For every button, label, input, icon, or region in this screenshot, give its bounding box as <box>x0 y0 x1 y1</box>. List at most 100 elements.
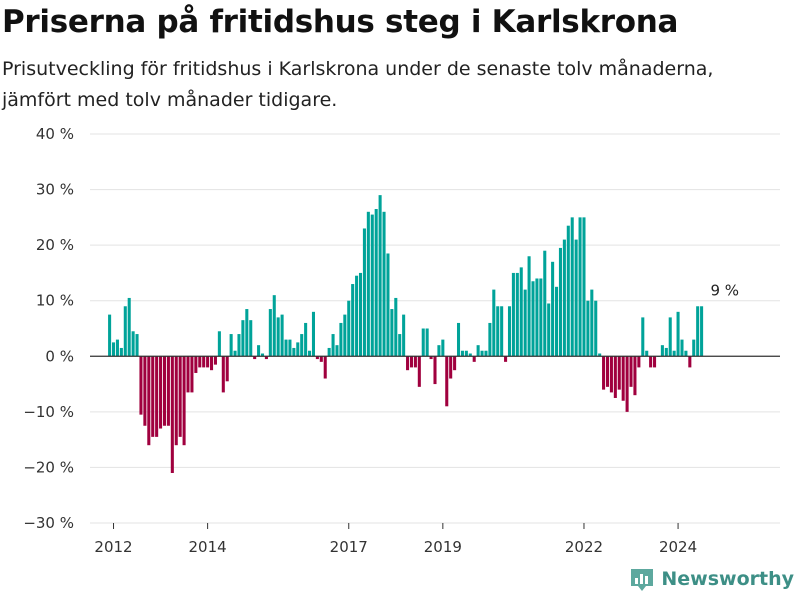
bar <box>484 350 488 357</box>
bar <box>217 331 221 357</box>
x-tick-label: 2024 <box>659 538 697 556</box>
bar <box>311 311 315 357</box>
bar <box>182 356 186 446</box>
bar <box>531 281 535 357</box>
x-tick-label: 2012 <box>94 538 132 556</box>
bar <box>602 356 606 390</box>
bar <box>155 356 159 437</box>
bar <box>441 339 445 357</box>
bar <box>284 339 288 357</box>
bar <box>523 289 527 357</box>
bar <box>202 356 206 368</box>
bar <box>253 356 257 360</box>
bar <box>127 297 131 357</box>
bar <box>456 322 461 357</box>
bar <box>598 353 602 357</box>
bar <box>629 356 633 387</box>
bar <box>582 217 586 357</box>
bar <box>500 306 504 357</box>
y-tick-label: −10 % <box>23 403 74 421</box>
bar <box>198 356 202 368</box>
bar <box>547 303 551 357</box>
bar <box>194 356 198 373</box>
bar <box>437 345 441 357</box>
bar <box>653 356 657 368</box>
y-tick-label: 40 % <box>36 125 74 143</box>
bar <box>260 353 265 357</box>
bar <box>135 334 139 357</box>
bar <box>355 275 359 357</box>
bar <box>280 314 284 357</box>
bar <box>555 286 559 357</box>
bar <box>304 322 308 357</box>
bar <box>511 272 515 357</box>
bar <box>296 342 300 357</box>
bar <box>347 300 351 357</box>
bar <box>237 334 241 357</box>
y-tick-label: −20 % <box>23 458 74 476</box>
bar <box>488 322 492 357</box>
bar <box>645 350 649 357</box>
bar <box>123 306 127 357</box>
bar <box>159 356 163 429</box>
bar <box>233 350 237 357</box>
bar <box>241 320 245 357</box>
bar <box>166 356 170 426</box>
bar <box>504 356 508 362</box>
bar <box>433 356 437 385</box>
y-tick-label: −30 % <box>23 514 74 532</box>
brand-name: Newsworthy <box>661 568 794 590</box>
bar <box>162 356 167 426</box>
bar <box>496 306 500 357</box>
bar <box>594 300 598 357</box>
bar <box>562 239 566 357</box>
bar <box>464 350 468 357</box>
y-tick-label: 10 % <box>36 292 74 310</box>
y-tick-label: 20 % <box>36 236 74 254</box>
bar <box>480 350 484 357</box>
bar <box>453 356 457 371</box>
bar <box>339 322 343 357</box>
bar <box>394 297 398 357</box>
bar <box>378 195 382 357</box>
bar <box>406 356 410 371</box>
bar <box>327 347 331 357</box>
bar <box>147 356 151 446</box>
bar <box>331 334 335 357</box>
bar <box>460 350 464 357</box>
bar <box>343 314 347 357</box>
x-axis-ticks: 2012 2014 2017 2019 2022 2024 <box>94 523 697 556</box>
bar <box>551 261 555 357</box>
bar <box>429 356 433 360</box>
bar <box>617 356 621 390</box>
bars <box>108 195 704 473</box>
x-tick-label: 2014 <box>189 538 227 556</box>
bar <box>668 317 672 357</box>
bar <box>449 356 453 379</box>
bar <box>570 217 574 357</box>
bar <box>558 247 562 357</box>
chart-title: Priserna på fritidshus steg i Karlskrona <box>2 4 679 40</box>
bar <box>351 284 355 357</box>
bar <box>586 300 590 357</box>
bar <box>131 331 135 357</box>
newsworthy-logo-icon <box>631 569 654 591</box>
bar <box>335 345 339 357</box>
bar <box>272 295 276 357</box>
bar <box>245 309 249 357</box>
bar <box>374 209 378 357</box>
bar <box>402 314 406 357</box>
latest-value-label: 9 % <box>711 281 740 299</box>
bar <box>535 278 539 357</box>
bar <box>676 311 680 357</box>
bar <box>641 317 645 357</box>
bar <box>621 356 625 401</box>
y-tick-label: 0 % <box>45 347 74 365</box>
bar <box>566 225 570 357</box>
bar <box>386 253 390 357</box>
bar <box>527 256 531 357</box>
bar <box>425 328 429 357</box>
bar <box>213 356 217 365</box>
bar <box>417 356 421 387</box>
